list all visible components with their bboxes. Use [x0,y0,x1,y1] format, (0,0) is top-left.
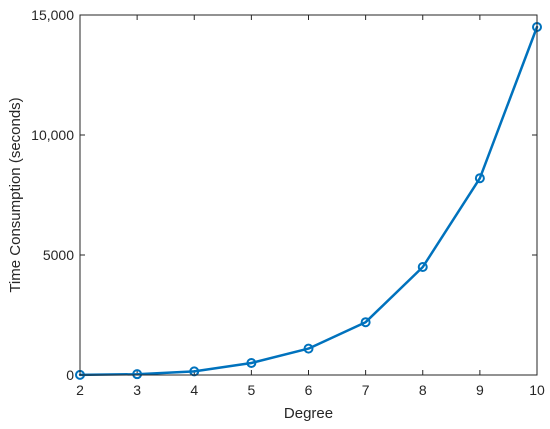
series-markers [75,22,542,380]
data-point [246,358,257,368]
x-tick-label: 5 [247,382,255,398]
x-tick-label: 3 [133,382,141,398]
y-tick-label: 0 [66,367,74,383]
x-tick-label: 7 [362,382,370,398]
x-tick-label: 2 [76,382,84,398]
x-tick-label: 6 [305,382,313,398]
x-tick-label: 10 [529,382,545,398]
y-tick-label: 5000 [43,247,74,263]
data-point [417,262,428,272]
plot-frame [79,14,538,376]
y-axis-label: Time Consumption (seconds) [7,97,24,292]
plot-area [80,15,537,375]
y-tick-label: 10,000 [31,127,74,143]
x-tick-label: 8 [419,382,427,398]
x-tick-label: 4 [190,382,198,398]
data-point [360,317,371,328]
x-tick-label: 9 [476,382,484,398]
x-axis-ticks: 2 3 4 5 6 7 8 9 10 [76,15,545,398]
y-axis-ticks: 0 5000 10,000 15,000 [31,7,537,383]
data-point [132,369,143,380]
x-axis-label: Degree [284,405,333,422]
y-tick-label: 15,000 [31,7,74,23]
series-line [78,25,539,377]
data-point [474,173,485,184]
data-point [303,343,314,354]
